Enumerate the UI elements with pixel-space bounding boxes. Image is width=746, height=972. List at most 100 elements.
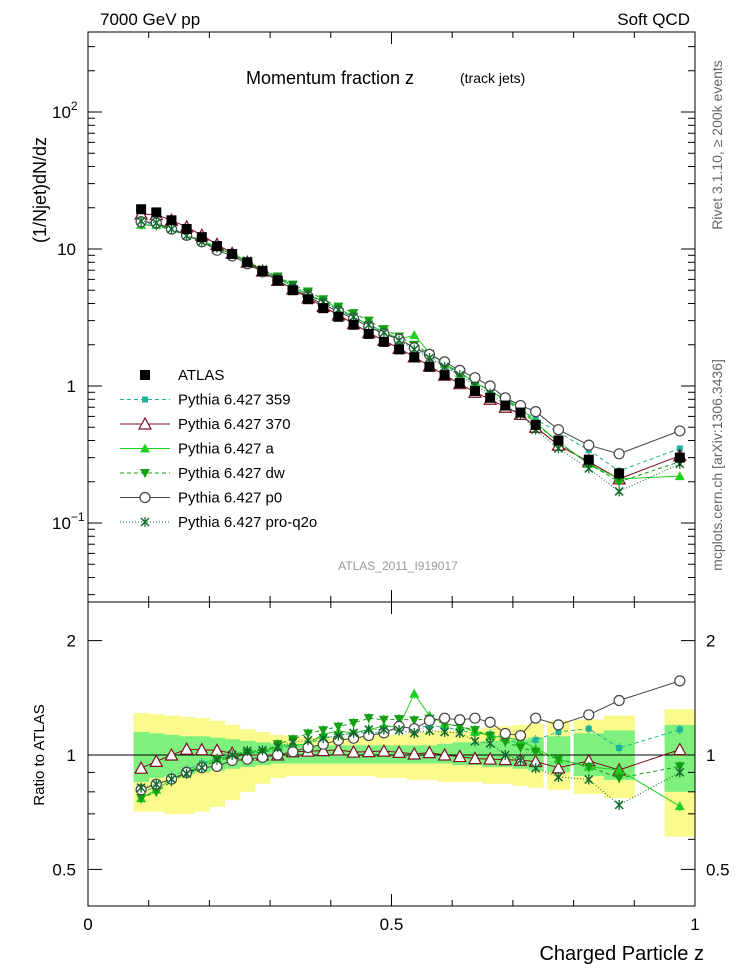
ratio-point-p359 [555,728,562,735]
ratio-point-pq2o [166,774,176,785]
plot-title-sub: (track jets) [460,70,525,86]
legend-marker [139,491,151,504]
x-tick-label: 0.5 [380,915,404,934]
ratio-point-p370 [452,749,467,763]
ratio-point-p370 [437,747,452,761]
data-point-pp0 [674,425,686,437]
data-point-atlas [454,378,465,389]
data-point-pq2o [614,486,624,497]
ratio-point-pq2o [424,725,434,736]
ratio-point-pq2o [485,738,495,749]
series-atlas [136,204,685,481]
ratio-point-pdw [333,722,344,732]
data-point-pq2o [166,223,176,234]
ratio-point-pdw [378,715,389,725]
data-point-pp0 [530,406,542,418]
data-point-atlas [211,241,222,252]
ratio-point-pq2o [614,799,624,810]
ratio-point-pp0 [469,712,481,724]
ratio-point-p359 [585,725,592,732]
y-tick-label: 102 [52,99,78,122]
data-point-pq2o [364,319,374,330]
data-point-pp0 [552,424,565,436]
ratio-point-pp0 [287,746,299,758]
data-point-pq2o [424,353,434,364]
ratio-point-pdw [515,743,526,753]
legend-marker [140,370,150,380]
data-point-atlas [674,452,685,463]
y-axis-label: (1/Njet)dN/dz [30,137,50,243]
data-point-atlas [227,248,238,259]
data-point-atlas [242,257,253,268]
ratio-point-pdw [394,715,405,725]
ratio-point-pq2o [318,733,328,744]
ratio-point-pq2o [675,767,685,778]
ratio-point-pq2o [303,735,313,746]
ratio-point-p359 [676,726,683,733]
ratio-point-pq2o [333,730,343,741]
data-point-pa [674,471,685,481]
data-point-atlas [257,266,268,277]
data-point-atlas [348,319,359,330]
legend: ATLAS Pythia 6.427 359 Pythia 6.427 370 Pyt… [120,367,317,531]
ratio-point-pdw [500,737,511,747]
plot-title: Momentum fraction z [246,68,414,88]
ratio-y-tick-label: 1 [67,746,76,765]
data-point-atlas [287,285,298,296]
data-point-pdw [614,477,625,487]
y-tick-label: 10−1 [52,510,85,533]
analysis-tag: ATLAS_2011_I919017 [338,559,458,573]
legend-item-p370: Pythia 6.427 370 [120,416,291,433]
data-point-atlas [363,328,374,339]
ratio-y-tick-label-right: 2 [706,632,715,651]
legend-marker [142,396,148,403]
x-tick-label: 1 [690,915,699,934]
legend-label: Pythia 6.427 pro-q2o [178,514,317,531]
data-point-atlas [166,215,177,226]
legend-item-pp0: Pythia 6.427 p0 [120,490,282,507]
ratio-point-pp0 [484,716,496,728]
ratio-point-pq2o [257,745,268,756]
ratio-point-pq2o [151,779,161,790]
ratio-point-pq2o [273,741,283,752]
legend-label: ATLAS [178,367,224,384]
ratio-point-pq2o [440,726,450,737]
data-point-atlas [469,385,480,396]
ratio-point-p370 [194,742,209,756]
ratio-point-pp0 [674,675,686,687]
data-point-pp0 [583,439,595,451]
ratio-point-pdw [151,787,162,797]
ratio-point-pp0 [439,712,451,724]
ratio-point-pdw [530,747,541,757]
ratio-point-pdw [614,774,625,784]
ratio-point-pq2o [394,725,404,736]
data-point-atlas [196,232,207,243]
ratio-point-pdw [409,716,420,726]
ratio-point-pq2o [364,724,374,735]
data-point-pa [409,330,420,340]
ratio-point-pdw [303,729,314,739]
rivet-label: Rivet 3.1.10, ≥ 200k events [709,60,725,230]
ratio-point-pa [674,801,685,811]
ratio-point-p370 [672,742,687,756]
ratio-point-pdw [674,762,685,772]
data-point-atlas [424,361,435,372]
legend-item-atlas: ATLAS [140,367,224,384]
ratio-point-p370 [149,754,164,767]
ratio-point-pq2o [182,768,192,779]
ratio-point-p359 [532,736,539,743]
legend-marker [137,416,153,430]
legend-item-pa: Pythia 6.427 a [120,441,275,458]
ratio-point-pq2o [242,745,252,756]
ratio-point-pp0 [423,714,436,727]
header-left: 7000 GeV pp [100,10,200,29]
data-point-atlas [530,419,541,430]
ratio-point-p370 [361,744,376,758]
data-point-atlas [583,454,594,465]
ratio-point-pp0 [499,727,511,740]
legend-label: Pythia 6.427 a [178,441,275,458]
ratio-point-p370 [392,745,407,758]
data-point-atlas [500,400,511,411]
ratio-point-p370 [407,746,422,760]
